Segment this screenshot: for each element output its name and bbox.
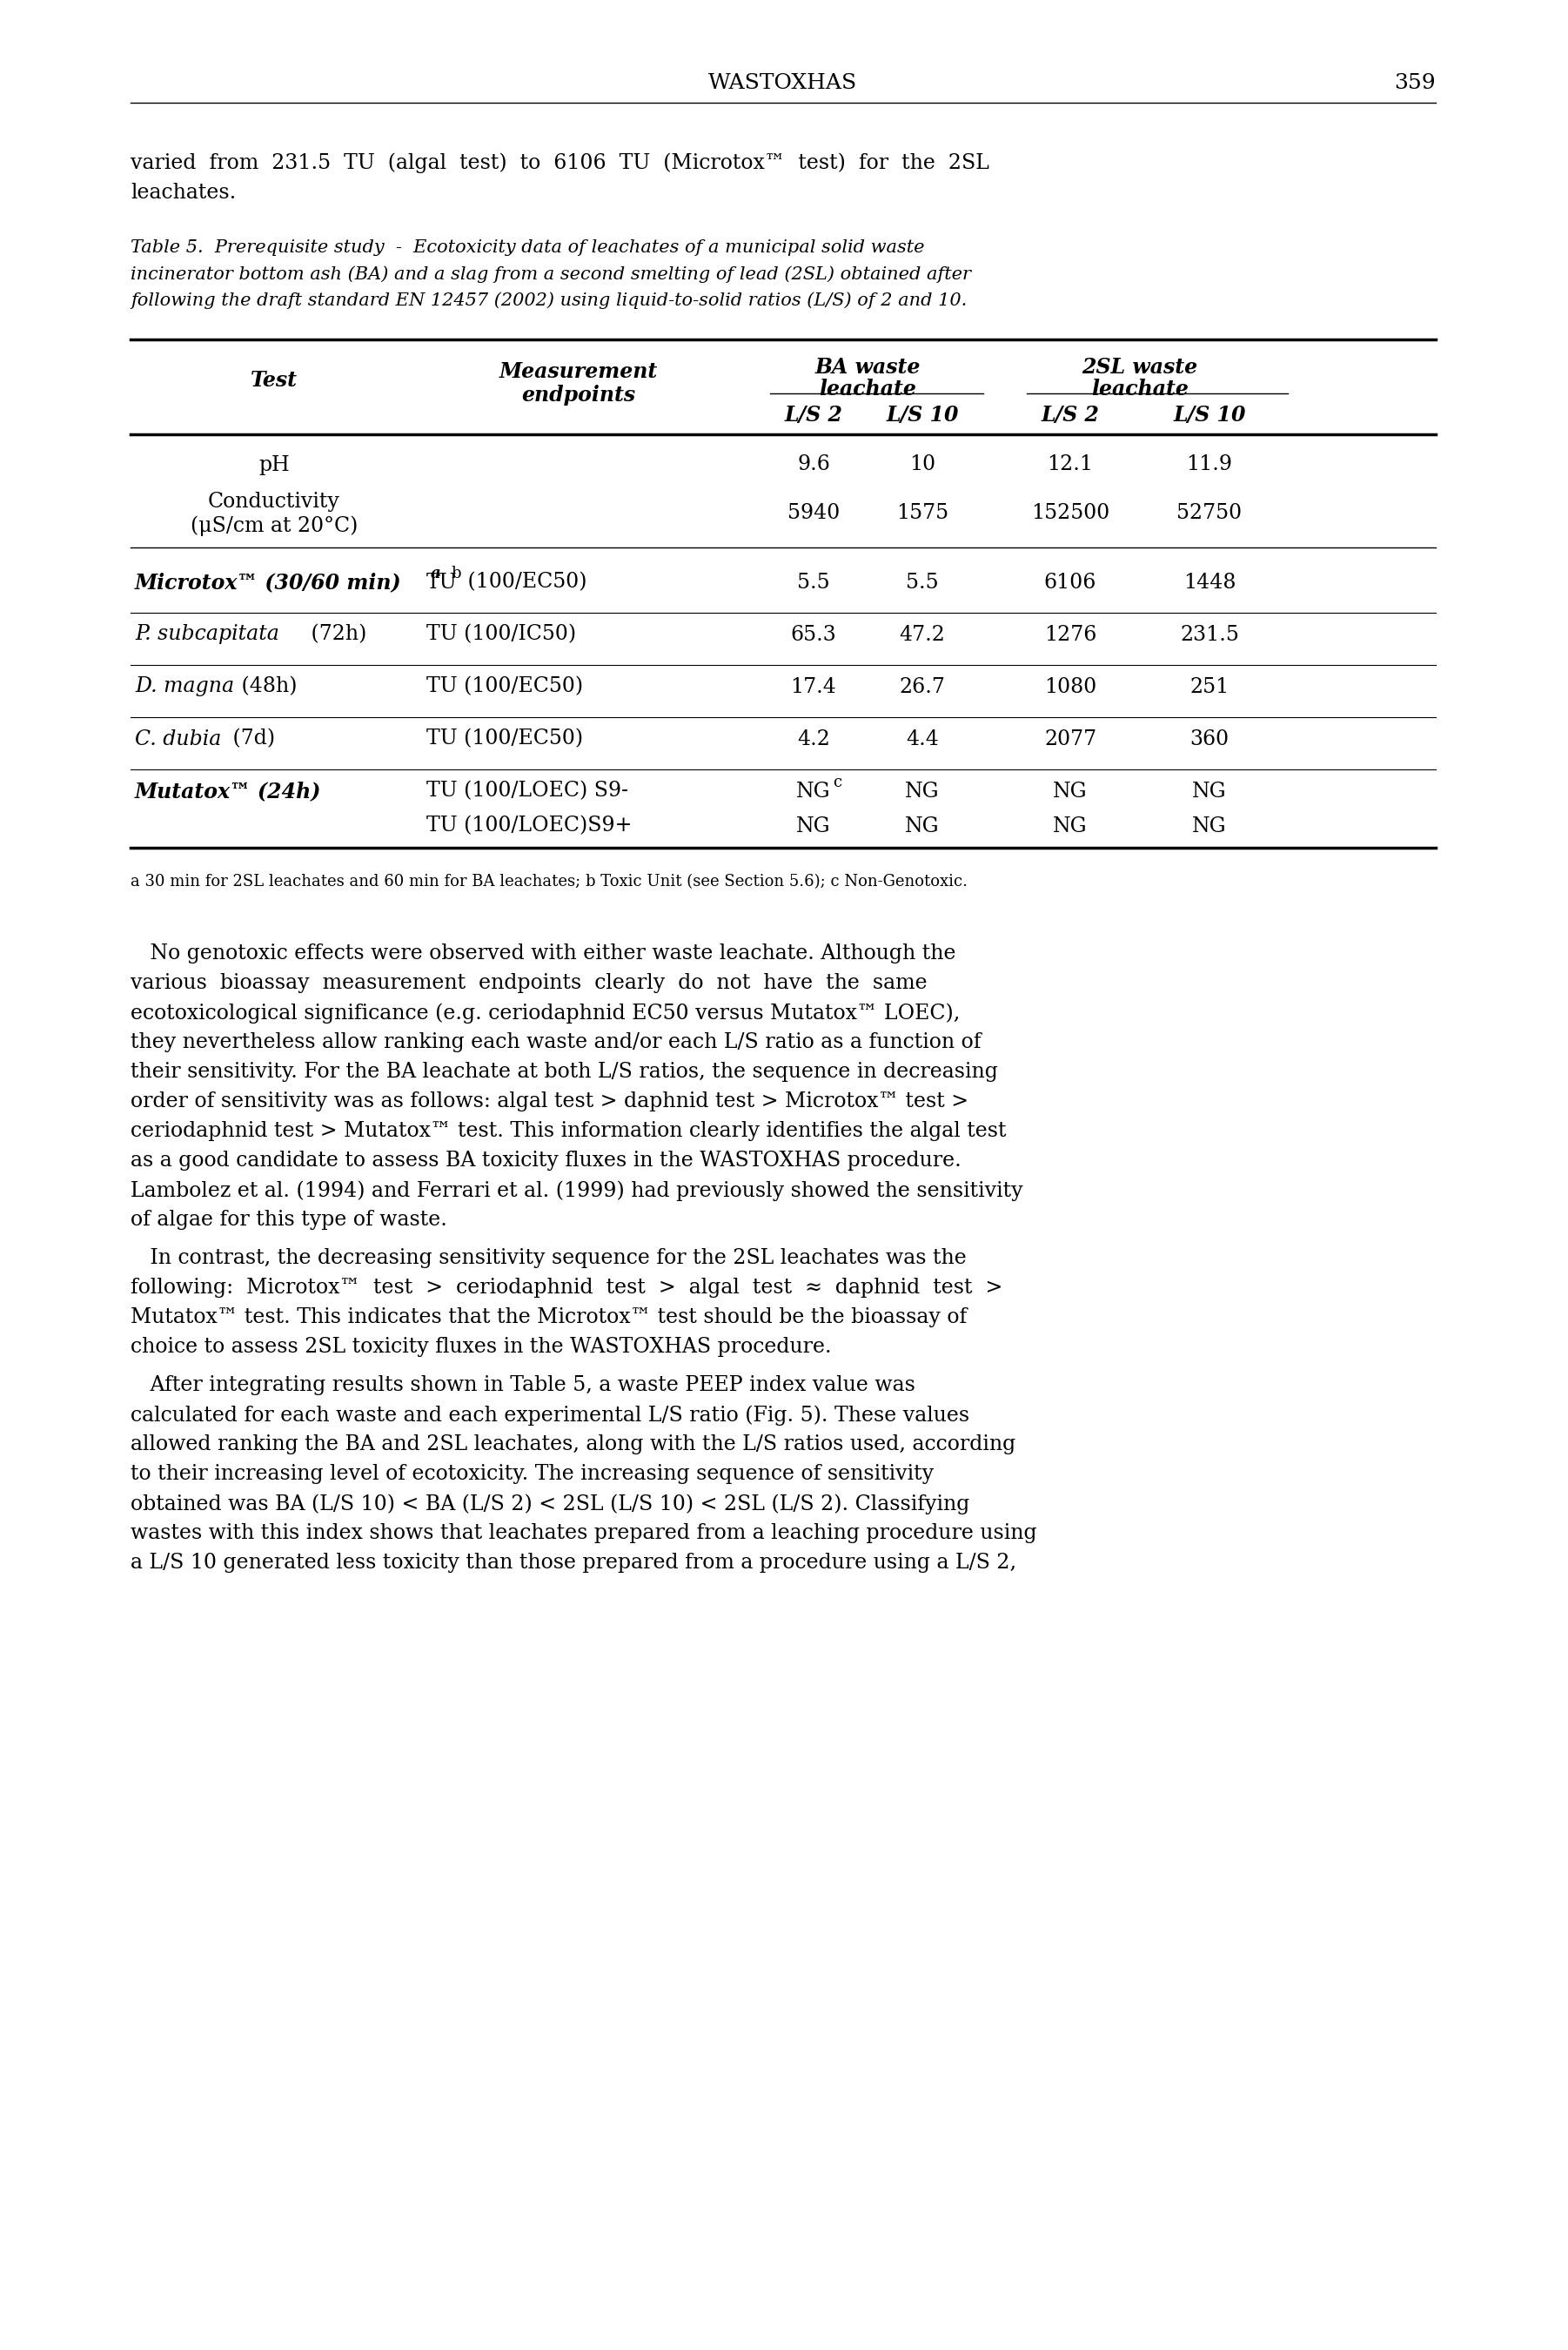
Text: C. dubia: C. dubia [135, 728, 221, 750]
Text: TU: TU [426, 573, 458, 592]
Text: ecotoxicological significance (e.g. ceriodaphnid EC50 versus Mutatox™ LOEC),: ecotoxicological significance (e.g. ceri… [130, 1003, 960, 1022]
Text: their sensitivity. For the BA leachate at both L/S ratios, the sequence in decre: their sensitivity. For the BA leachate a… [130, 1062, 997, 1081]
Text: 152500: 152500 [1032, 503, 1110, 524]
Text: ceriodaphnid test > Mutatox™ test. This information clearly identifies the algal: ceriodaphnid test > Mutatox™ test. This … [130, 1121, 1007, 1142]
Text: various  bioassay  measurement  endpoints  clearly  do  not  have  the  same: various bioassay measurement endpoints c… [130, 973, 927, 994]
Text: 47.2: 47.2 [900, 625, 946, 644]
Text: WASTOXHAS: WASTOXHAS [709, 73, 858, 92]
Text: endpoints: endpoints [522, 385, 635, 407]
Text: 1276: 1276 [1044, 625, 1096, 644]
Text: 5.5: 5.5 [906, 573, 939, 592]
Text: 360: 360 [1190, 728, 1229, 750]
Text: to their increasing level of ecotoxicity. The increasing sequence of sensitivity: to their increasing level of ecotoxicity… [130, 1464, 935, 1483]
Text: L/S 10: L/S 10 [1173, 404, 1247, 425]
Text: 52750: 52750 [1178, 503, 1242, 524]
Text: leachate: leachate [820, 378, 917, 400]
Text: a L/S 10 generated less toxicity than those prepared from a procedure using a L/: a L/S 10 generated less toxicity than th… [130, 1553, 1016, 1572]
Text: choice to assess 2SL toxicity fluxes in the WASTOXHAS procedure.: choice to assess 2SL toxicity fluxes in … [130, 1337, 831, 1356]
Text: 5940: 5940 [787, 503, 840, 524]
Text: c: c [833, 776, 842, 790]
Text: L/S 2: L/S 2 [1041, 404, 1099, 425]
Text: (7d): (7d) [226, 728, 274, 750]
Text: following:  Microtox™  test  >  ceriodaphnid  test  >  algal  test  ≈  daphnid  : following: Microtox™ test > ceriodaphnid… [130, 1278, 1002, 1297]
Text: (48h): (48h) [235, 677, 298, 696]
Text: 359: 359 [1394, 73, 1436, 92]
Text: following the draft standard EN 12457 (2002) using liquid-to-solid ratios (L/S) : following the draft standard EN 12457 (2… [130, 291, 967, 308]
Text: NG: NG [797, 780, 831, 801]
Text: P. subcapitata: P. subcapitata [135, 625, 279, 644]
Text: (72h): (72h) [304, 625, 367, 644]
Text: NG: NG [1192, 780, 1226, 801]
Text: L/S 2: L/S 2 [784, 404, 842, 425]
Text: Mutatox™ test. This indicates that the Microtox™ test should be the bioassay of: Mutatox™ test. This indicates that the M… [130, 1307, 967, 1328]
Text: leachates.: leachates. [130, 183, 237, 202]
Text: 6106: 6106 [1044, 573, 1096, 592]
Text: varied  from  231.5  TU  (algal  test)  to  6106  TU  (Microtox™  test)  for  th: varied from 231.5 TU (algal test) to 610… [130, 153, 989, 174]
Text: NG: NG [1054, 815, 1088, 837]
Text: BA waste: BA waste [815, 357, 920, 378]
Text: TU (100/LOEC) S9-: TU (100/LOEC) S9- [426, 780, 629, 801]
Text: 1448: 1448 [1184, 573, 1236, 592]
Text: order of sensitivity was as follows: algal test > daphnid test > Microtox™ test : order of sensitivity was as follows: alg… [130, 1090, 969, 1112]
Text: a: a [431, 566, 441, 580]
Text: 1575: 1575 [897, 503, 949, 524]
Text: L/S 10: L/S 10 [886, 404, 958, 425]
Text: 12.1: 12.1 [1047, 456, 1093, 475]
Text: NG: NG [905, 780, 939, 801]
Text: D. magna: D. magna [135, 677, 234, 696]
Text: TU (100/IC50): TU (100/IC50) [426, 625, 575, 644]
Text: wastes with this index shows that leachates prepared from a leaching procedure u: wastes with this index shows that leacha… [130, 1523, 1036, 1544]
Text: After integrating results shown in Table 5, a waste PEEP index value was: After integrating results shown in Table… [130, 1375, 916, 1396]
Text: Table 5.  Prerequisite study  -  Ecotoxicity data of leachates of a municipal so: Table 5. Prerequisite study - Ecotoxicit… [130, 240, 925, 256]
Text: Microtox™ (30/60 min): Microtox™ (30/60 min) [135, 571, 401, 592]
Text: In contrast, the decreasing sensitivity sequence for the 2SL leachates was the: In contrast, the decreasing sensitivity … [130, 1248, 966, 1269]
Text: Test: Test [251, 369, 298, 390]
Text: 4.2: 4.2 [797, 728, 829, 750]
Text: 1080: 1080 [1044, 677, 1096, 696]
Text: incinerator bottom ash (BA) and a slag from a second smelting of lead (2SL) obta: incinerator bottom ash (BA) and a slag f… [130, 266, 971, 282]
Text: calculated for each waste and each experimental L/S ratio (Fig. 5). These values: calculated for each waste and each exper… [130, 1405, 969, 1424]
Text: pH: pH [259, 456, 290, 475]
Text: leachate: leachate [1091, 378, 1189, 400]
Text: Mutatox™ (24h): Mutatox™ (24h) [135, 780, 321, 801]
Text: 2SL waste: 2SL waste [1082, 357, 1198, 378]
Text: NG: NG [797, 815, 831, 837]
Text: 251: 251 [1190, 677, 1229, 696]
Text: 65.3: 65.3 [790, 625, 837, 644]
Text: 5.5: 5.5 [797, 573, 829, 592]
Text: as a good candidate to assess BA toxicity fluxes in the WASTOXHAS procedure.: as a good candidate to assess BA toxicit… [130, 1152, 961, 1170]
Text: 2077: 2077 [1044, 728, 1096, 750]
Text: TU (100/EC50): TU (100/EC50) [426, 728, 583, 750]
Text: No genotoxic effects were observed with either waste leachate. Although the: No genotoxic effects were observed with … [130, 942, 956, 964]
Text: Lambolez et al. (1994) and Ferrari et al. (1999) had previously showed the sensi: Lambolez et al. (1994) and Ferrari et al… [130, 1180, 1022, 1201]
Text: obtained was BA (L/S 10) < BA (L/S 2) < 2SL (L/S 10) < 2SL (L/S 2). Classifying: obtained was BA (L/S 10) < BA (L/S 2) < … [130, 1495, 969, 1513]
Text: Conductivity: Conductivity [209, 491, 340, 512]
Text: 17.4: 17.4 [790, 677, 837, 696]
Text: Measurement: Measurement [499, 362, 659, 383]
Text: 231.5: 231.5 [1181, 625, 1239, 644]
Text: NG: NG [905, 815, 939, 837]
Text: (μS/cm at 20°C): (μS/cm at 20°C) [190, 515, 358, 536]
Text: 9.6: 9.6 [797, 456, 829, 475]
Text: NG: NG [1054, 780, 1088, 801]
Text: a 30 min for 2SL leachates and 60 min for BA leachates; b Toxic Unit (see Sectio: a 30 min for 2SL leachates and 60 min fo… [130, 874, 967, 891]
Text: TU (100/EC50): TU (100/EC50) [426, 677, 583, 696]
Text: 10: 10 [909, 456, 936, 475]
Text: allowed ranking the BA and 2SL leachates, along with the L/S ratios used, accord: allowed ranking the BA and 2SL leachates… [130, 1434, 1016, 1455]
Text: TU (100/LOEC)S9+: TU (100/LOEC)S9+ [426, 815, 632, 837]
Text: b: b [450, 566, 461, 580]
Text: 11.9: 11.9 [1187, 456, 1232, 475]
Text: 26.7: 26.7 [900, 677, 946, 696]
Text: of algae for this type of waste.: of algae for this type of waste. [130, 1210, 447, 1229]
Text: (100/EC50): (100/EC50) [461, 573, 586, 592]
Text: NG: NG [1192, 815, 1226, 837]
Text: they nevertheless allow ranking each waste and/or each L/S ratio as a function o: they nevertheless allow ranking each was… [130, 1032, 982, 1053]
Text: 4.4: 4.4 [906, 728, 939, 750]
